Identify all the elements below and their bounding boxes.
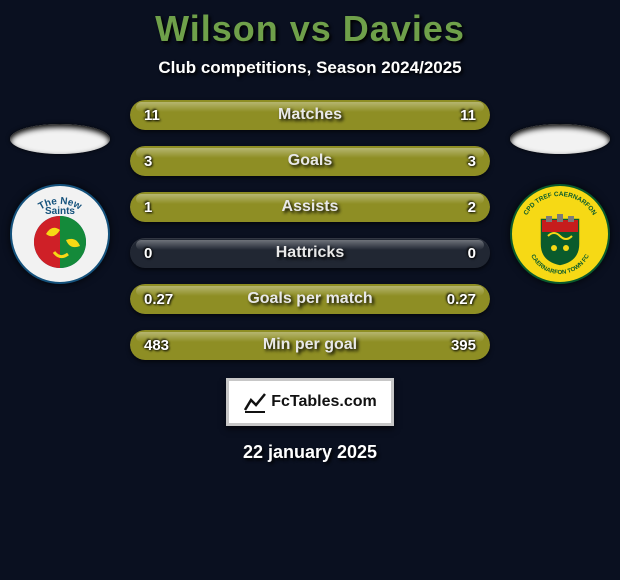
stat-value-left: 0 [130,245,200,262]
stat-label: Min per goal [200,336,420,354]
stat-row: 0.27Goals per match0.27 [130,284,490,314]
comparison-card: Wilson vs Davies Club competitions, Seas… [0,0,620,463]
stat-row: 1Assists2 [130,192,490,222]
caernarfon-town-crest-icon: CPD TREF CAERNARFON CAERNARFON TOWN FC [510,184,610,284]
footer-brand-text: FcTables.com [271,393,377,411]
stat-value-left: 3 [130,153,200,170]
stat-row: 0Hattricks0 [130,238,490,268]
stat-value-right: 3 [420,153,490,170]
stat-value-left: 11 [130,107,200,124]
right-player-column: CPD TREF CAERNARFON CAERNARFON TOWN FC [510,84,610,324]
subtitle: Club competitions, Season 2024/2025 [0,58,620,78]
stat-label: Assists [200,198,420,216]
club-crest-right: CPD TREF CAERNARFON CAERNARFON TOWN FC [510,184,610,284]
stat-label: Goals [200,152,420,170]
player-photo-placeholder-left [10,124,110,154]
left-player-column: The New Saints [10,84,110,324]
main-content: The New Saints CPD [0,100,620,360]
stat-value-right: 395 [420,337,490,354]
chart-line-icon [243,390,267,414]
stat-label: Matches [200,106,420,124]
footer-brand[interactable]: FcTables.com [226,378,394,426]
stat-row: 3Goals3 [130,146,490,176]
date-label: 22 january 2025 [0,442,620,463]
stat-row: 11Matches11 [130,100,490,130]
stat-label: Goals per match [200,290,420,308]
svg-text:Saints: Saints [45,206,75,217]
page-title: Wilson vs Davies [0,8,620,50]
stats-rows: 11Matches11 3Goals3 1Assists2 0Hattricks0 0.… [130,100,490,360]
stat-value-right: 11 [420,107,490,124]
stat-value-right: 0 [420,245,490,262]
stat-value-left: 483 [130,337,200,354]
the-new-saints-crest-icon: The New Saints [10,184,110,284]
club-crest-left: The New Saints [10,184,110,284]
stat-row: 483Min per goal395 [130,330,490,360]
player-photo-placeholder-right [510,124,610,154]
stat-value-left: 0.27 [130,291,200,308]
stat-value-right: 0.27 [420,291,490,308]
stat-label: Hattricks [200,244,420,262]
stat-value-right: 2 [420,199,490,216]
stat-value-left: 1 [130,199,200,216]
